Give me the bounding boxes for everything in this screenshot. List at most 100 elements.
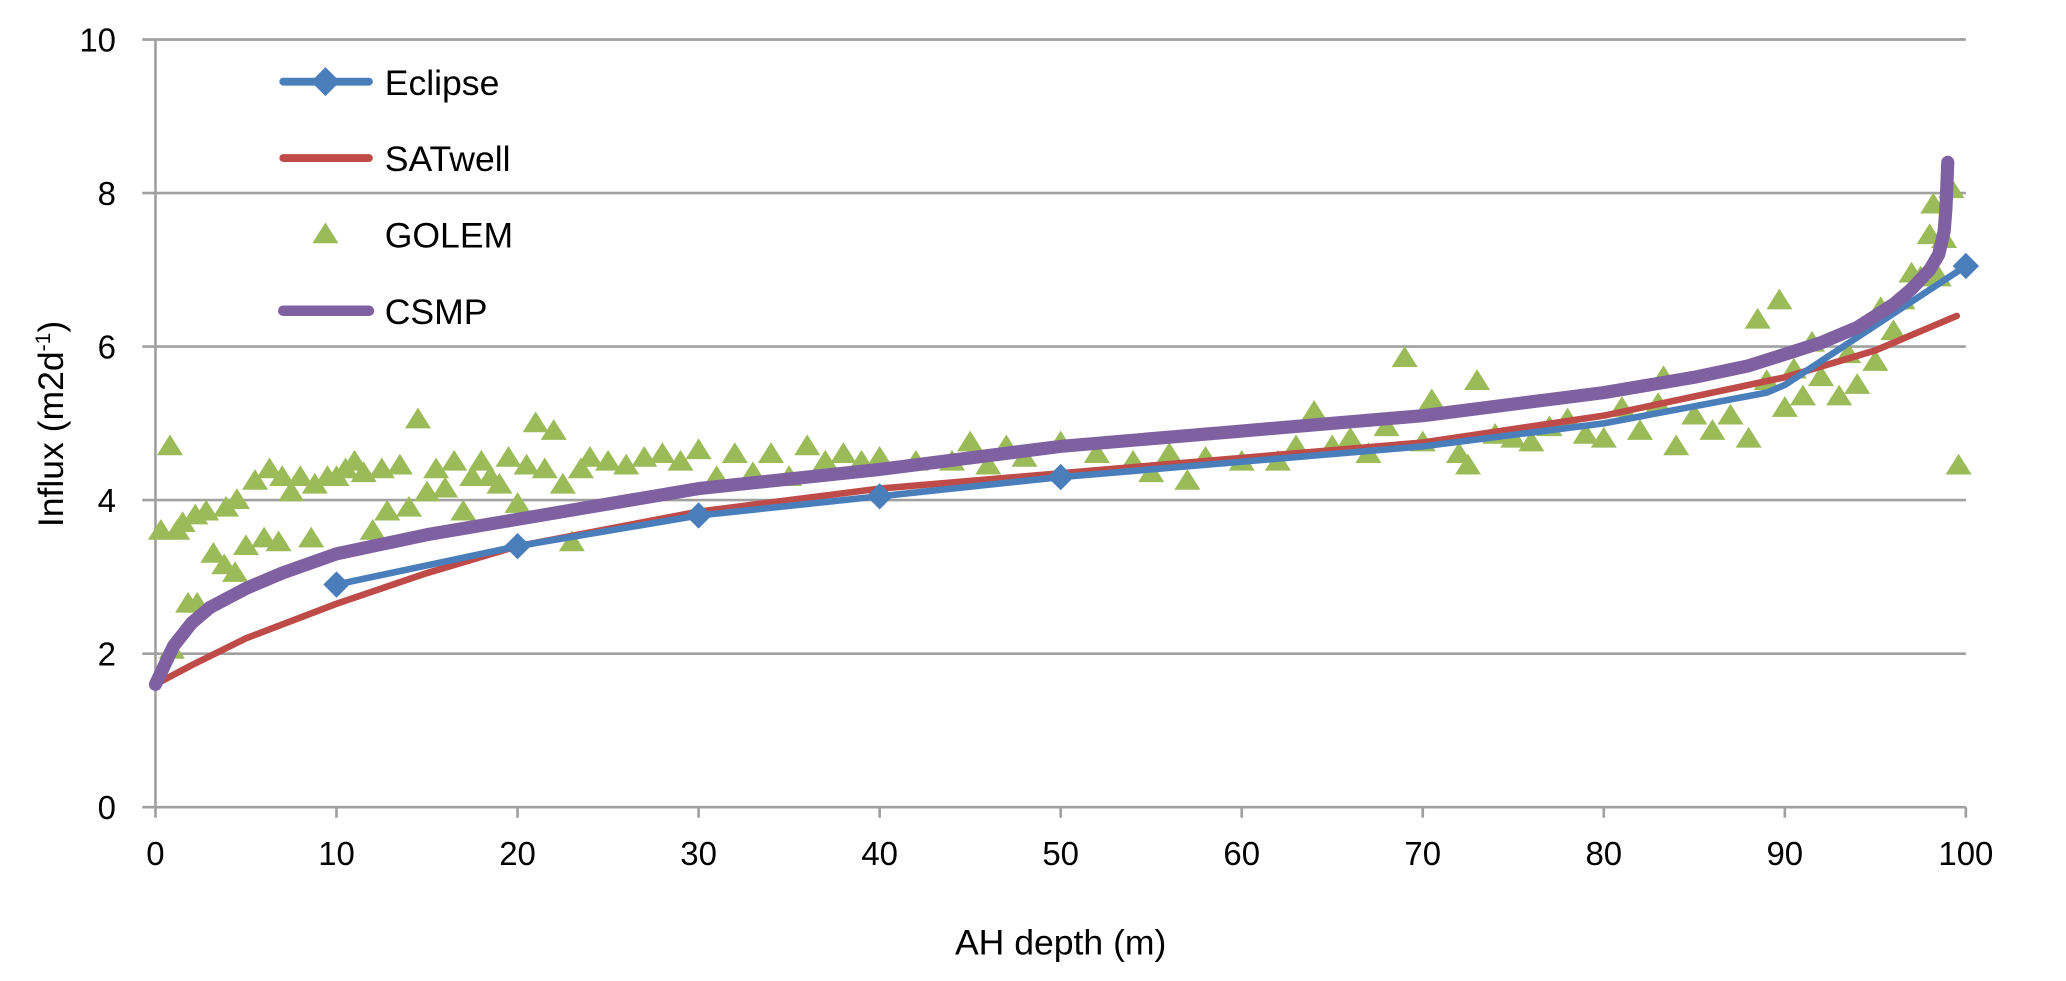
x-tick-label: 70 bbox=[1404, 835, 1441, 872]
x-tick-label: 90 bbox=[1767, 835, 1804, 872]
golem-point bbox=[413, 480, 441, 502]
golem-point bbox=[193, 499, 220, 521]
golem-point bbox=[794, 434, 821, 456]
x-tick-label: 50 bbox=[1042, 835, 1079, 872]
eclipse-point bbox=[1952, 252, 1980, 280]
triangle-marker-icon bbox=[312, 222, 339, 244]
golem-point bbox=[1301, 399, 1328, 421]
golem-point bbox=[423, 457, 450, 479]
golem-point bbox=[757, 442, 785, 463]
y-tick-label: 0 bbox=[98, 789, 116, 826]
golem-point bbox=[1807, 365, 1835, 387]
golem-point bbox=[359, 518, 386, 540]
x-tick-label: 100 bbox=[1938, 835, 1993, 872]
y-tick-label: 4 bbox=[98, 482, 116, 519]
golem-point bbox=[1337, 426, 1364, 448]
golem-point bbox=[222, 561, 249, 582]
golem-point bbox=[513, 453, 540, 475]
legend-item-csmp: CSMP bbox=[278, 292, 488, 332]
eclipse-point bbox=[1047, 463, 1074, 491]
eclipse-point bbox=[504, 533, 531, 560]
legend-label: SATwell bbox=[385, 139, 511, 179]
x-tick-label: 40 bbox=[861, 835, 898, 872]
golem-point bbox=[242, 469, 269, 490]
golem-point bbox=[1744, 307, 1771, 329]
series-layer bbox=[147, 155, 1980, 691]
x-tick-label: 60 bbox=[1223, 835, 1260, 872]
y-axis-label-main: Influx (m2d bbox=[31, 351, 71, 527]
golem-point bbox=[223, 488, 250, 510]
golem-point bbox=[432, 476, 459, 498]
golem-point bbox=[1174, 469, 1201, 490]
golem-point bbox=[156, 434, 184, 456]
eclipse-line bbox=[333, 262, 1970, 588]
golem-point bbox=[441, 449, 468, 471]
y-axis-label-sup: -1 bbox=[32, 333, 55, 352]
golem-point bbox=[486, 472, 513, 494]
golem-point bbox=[558, 530, 585, 552]
legend-item-satwell: SATwell bbox=[279, 139, 511, 179]
golem-point bbox=[1945, 453, 1972, 475]
golem-point bbox=[1681, 403, 1708, 425]
series-csmp bbox=[148, 155, 1955, 691]
golem-point bbox=[265, 530, 292, 552]
golem-point bbox=[374, 499, 401, 521]
golem-point bbox=[1771, 396, 1798, 417]
golem-point bbox=[1766, 288, 1793, 310]
golem-point bbox=[468, 449, 495, 471]
golem-point bbox=[395, 495, 422, 517]
y-tick-label: 6 bbox=[98, 328, 116, 365]
golem-point bbox=[298, 526, 325, 548]
golem-point bbox=[812, 449, 839, 471]
golem-point bbox=[1862, 350, 1889, 371]
golem-point bbox=[567, 457, 594, 479]
golem-point bbox=[1083, 442, 1110, 463]
golem-point bbox=[232, 534, 260, 556]
golem-point bbox=[504, 492, 531, 513]
golem-point bbox=[540, 419, 567, 440]
golem-point bbox=[1880, 319, 1907, 341]
y-tick-label: 10 bbox=[79, 21, 116, 58]
golem-point bbox=[1735, 426, 1762, 448]
y-tick-labels: 0 2 4 6 8 10 bbox=[79, 21, 116, 826]
golem-point bbox=[595, 449, 622, 471]
golem-point bbox=[278, 480, 305, 502]
golem-point bbox=[1826, 384, 1853, 406]
eclipse-point bbox=[323, 571, 350, 598]
golem-point bbox=[1156, 442, 1183, 463]
golem-point bbox=[1572, 423, 1599, 444]
diamond-marker-icon bbox=[310, 67, 340, 97]
golem-point bbox=[251, 526, 278, 548]
x-tick-labels: 0 10 20 30 40 50 60 70 80 90 100 bbox=[146, 835, 1993, 872]
x-axis-label: AH depth (m) bbox=[955, 923, 1166, 963]
golem-point bbox=[721, 442, 748, 463]
golem-point bbox=[1373, 415, 1400, 437]
legend-label: Eclipse bbox=[385, 63, 500, 103]
eclipse-point bbox=[866, 483, 893, 510]
golem-point bbox=[667, 449, 694, 471]
x-tick-label: 30 bbox=[680, 835, 717, 872]
y-axis-label-close: ) bbox=[31, 321, 71, 333]
golem-point bbox=[200, 541, 227, 563]
legend-label: CSMP bbox=[385, 292, 488, 332]
golem-point bbox=[1717, 403, 1744, 425]
golem-point bbox=[287, 465, 314, 486]
golem-point bbox=[649, 442, 676, 463]
legend: Eclipse SATwell GOLEM CSMP bbox=[278, 63, 513, 332]
y-tick-label: 8 bbox=[98, 175, 116, 212]
golem-point bbox=[685, 438, 712, 460]
golem-point bbox=[576, 446, 604, 467]
golem-point bbox=[256, 457, 283, 479]
golem-point bbox=[1844, 373, 1871, 394]
golem-point bbox=[866, 446, 893, 467]
golem-point bbox=[450, 499, 477, 521]
golem-point bbox=[830, 442, 857, 463]
golem-point bbox=[1626, 419, 1654, 440]
golem-point bbox=[1699, 419, 1726, 440]
golem-point bbox=[631, 446, 658, 467]
golem-point bbox=[549, 472, 576, 494]
golem-point bbox=[404, 407, 432, 429]
golem-point bbox=[1518, 430, 1545, 452]
golem-point bbox=[1454, 453, 1482, 475]
golem-point bbox=[169, 511, 196, 533]
